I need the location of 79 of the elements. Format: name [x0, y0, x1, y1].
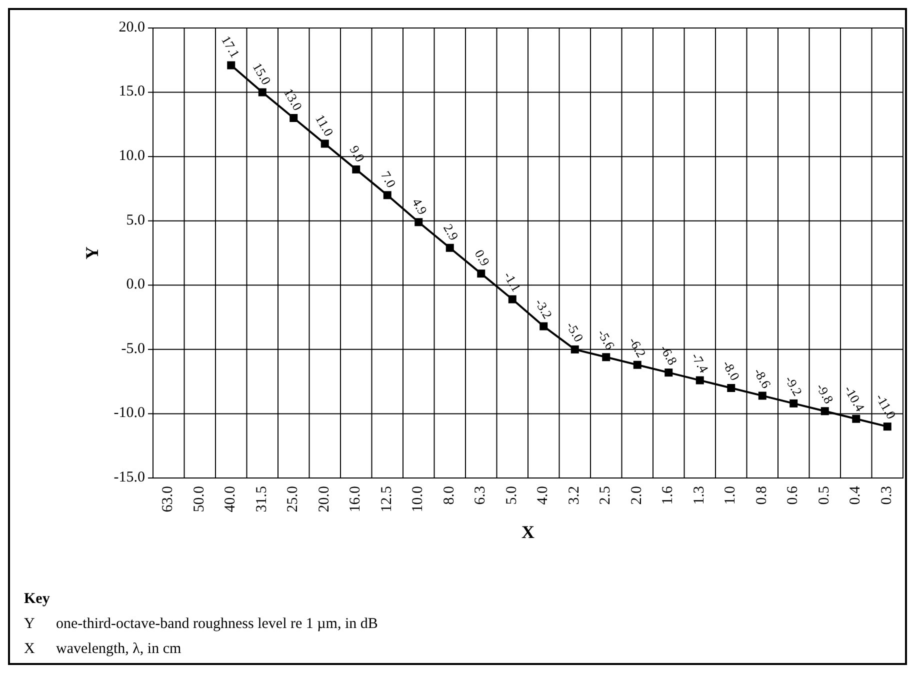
- point: [852, 414, 860, 423]
- x-tick-label: 2.5: [598, 486, 614, 505]
- point: [477, 270, 486, 278]
- data-label: 11.0: [312, 112, 337, 139]
- data-label: -6.2: [626, 334, 650, 360]
- data-label: -8.0: [720, 358, 743, 383]
- x-tick-label: 1.6: [660, 486, 676, 505]
- y-tick-label: 0.0: [126, 276, 145, 293]
- data-label: -9.8: [813, 380, 837, 406]
- x-tick-label: 1.0: [722, 486, 739, 505]
- data-label: -5.0: [563, 319, 587, 344]
- point: [414, 218, 423, 226]
- data-label: -5.6: [594, 326, 618, 353]
- point: [883, 422, 892, 431]
- x-axis-title: X: [522, 522, 534, 542]
- data-label: -6.8: [657, 342, 680, 368]
- point: [696, 376, 704, 384]
- data-label: 7.0: [378, 168, 400, 190]
- point: [227, 61, 236, 70]
- x-tick-label: 16.0: [348, 486, 364, 512]
- point: [258, 88, 266, 96]
- data-label: 0.9: [472, 246, 493, 269]
- x-tick-label: 8.0: [441, 486, 458, 505]
- x-tick-label: 1.3: [691, 486, 708, 505]
- point: [633, 360, 642, 369]
- text: X wavelength, λ, in cm: [24, 641, 182, 657]
- point: [290, 114, 298, 122]
- data-label: 17.1: [218, 33, 243, 60]
- data-label: 2.9: [440, 221, 462, 243]
- data-label: -7.4: [688, 350, 712, 376]
- point: [540, 322, 548, 330]
- x-tick-label: 20.0: [316, 486, 332, 512]
- y-tick-label: -15.0: [114, 469, 145, 486]
- point: [820, 407, 829, 416]
- data-label: -9.2: [782, 373, 806, 398]
- data-label: -8.6: [750, 365, 774, 392]
- point: [383, 191, 392, 200]
- x-tick-label: 31.5: [254, 486, 270, 512]
- x-tick-label: 6.3: [472, 486, 489, 505]
- y-tick-label: 10.0: [118, 148, 145, 164]
- x-tick-label: 50.0: [191, 486, 208, 512]
- y-axis-title: Y: [82, 246, 102, 260]
- x-tick-label: 5.0: [504, 486, 520, 505]
- x-tick-label: 63.0: [160, 486, 176, 512]
- x-tick-label: 10.0: [410, 486, 426, 512]
- x-tick-label: 0.3: [878, 486, 895, 505]
- y-tick-label: 5.0: [126, 212, 145, 228]
- point: [570, 345, 579, 354]
- x-tick-label: 3.2: [566, 486, 582, 505]
- data-label: -1.1: [500, 268, 524, 294]
- x-tick-label: 0.4: [848, 486, 864, 505]
- data-label: 9.0: [346, 142, 368, 164]
- x-tick-label: 2.0: [628, 486, 645, 505]
- point: [602, 353, 610, 362]
- point: [664, 368, 673, 377]
- point: [352, 165, 360, 174]
- text: Y one-third-octave-band roughness level re 1 µm, in dB: [24, 616, 378, 632]
- x-tick-label: 12.5: [378, 486, 395, 512]
- data-label: 13.0: [281, 86, 306, 113]
- x-tick-label: 0.6: [785, 486, 802, 505]
- point: [320, 140, 329, 148]
- point: [446, 244, 454, 252]
- y-tick-label: -10.0: [114, 405, 145, 422]
- point: [508, 295, 516, 304]
- x-tick-label: 0.8: [754, 486, 770, 505]
- point: [727, 384, 736, 392]
- x-tick-label: 25.0: [285, 486, 302, 512]
- point: [758, 392, 766, 400]
- data-label: 15.0: [250, 60, 274, 88]
- y-tick-label: -5.0: [121, 340, 145, 357]
- x-tick-label: 0.5: [816, 486, 832, 505]
- x-tick-label: 4.0: [535, 486, 552, 505]
- point: [790, 399, 798, 408]
- x-tick-label: 40.0: [222, 486, 239, 512]
- y-tick-label: 20.0: [118, 19, 145, 36]
- data-label: -3.2: [532, 296, 556, 322]
- text: Key: [24, 591, 50, 607]
- y-tick-label: 15.0: [118, 84, 145, 100]
- data-label: 4.9: [409, 196, 430, 218]
